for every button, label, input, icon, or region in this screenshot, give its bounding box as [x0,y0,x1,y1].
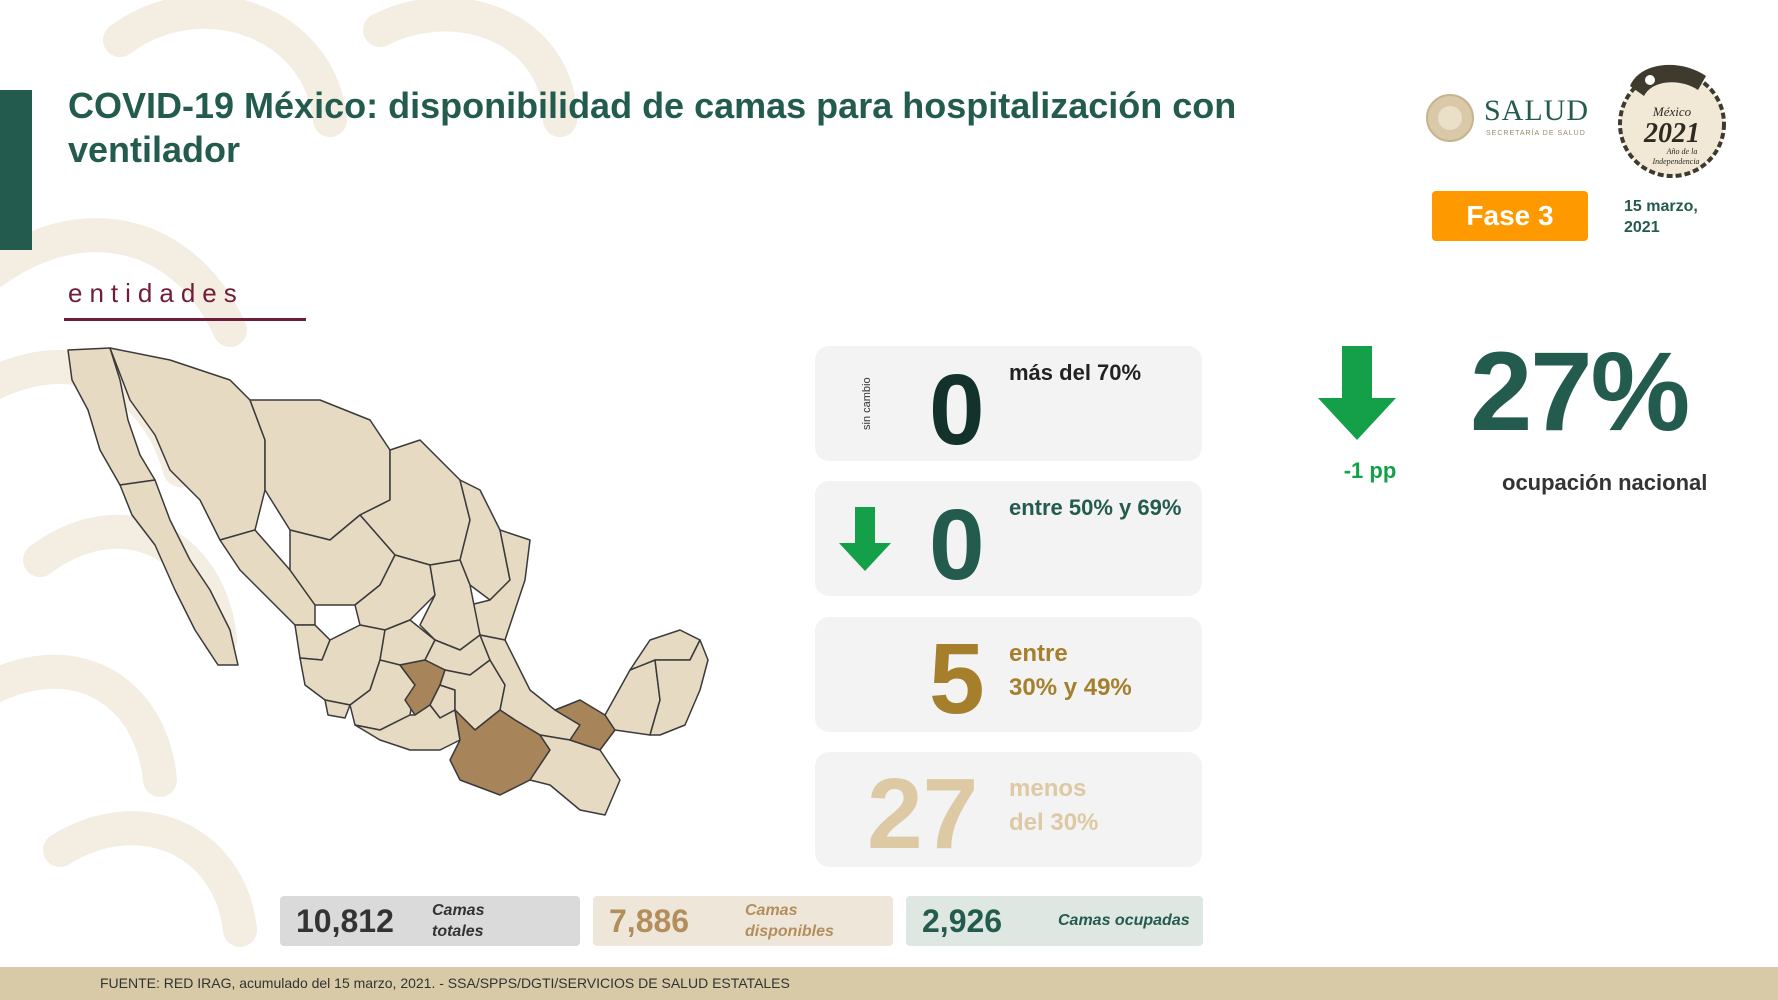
mexico-2021-logo: México 2021 Año de la Independencia [1618,64,1726,178]
report-date: 15 marzo, 2021 [1624,196,1714,238]
beds-total-label-line1: Camas [432,902,485,919]
category-count: 0 [929,489,985,601]
svg-text:Año de la: Año de la [1666,147,1698,156]
footer-bar: FUENTE: RED IRAG, acumulado del 15 marzo… [0,967,1778,1000]
mexico-states-map [67,347,709,816]
beds-available-label-line1: Camas [745,902,798,919]
category-label: entre 50% y 69% [1009,495,1182,520]
phase-badge: Fase 3 [1432,191,1588,241]
state-tabasco-highlight [554,699,616,751]
category-count: 0 [929,354,985,466]
svg-text:2021: 2021 [1643,118,1700,149]
national-change: -1 pp [1343,458,1397,483]
category-label-line2: 30% y 49% [1009,674,1132,701]
svg-text:México: México [1652,104,1692,119]
category-label-line1: entre [1009,640,1068,667]
title-accent-bar [0,90,32,250]
salud-logo: SALUD SECRETARÍA DE SALUD [1424,90,1600,150]
national-occupancy-percent: 27% [1470,329,1690,454]
state-colima [324,699,351,719]
trend-unchanged-label: sin cambio [861,377,873,430]
category-label-line2: del 30% [1009,809,1099,836]
footer-source: FUENTE: RED IRAG, acumulado del 15 marzo… [100,975,790,991]
beds-occupied-label: Camas ocupadas [1058,912,1190,929]
national-down-arrow-icon [1318,346,1396,440]
category-card-under-30: 27 menos del 30% [815,752,1202,867]
beds-available-label-line2: disponibles [745,923,834,940]
category-label: más del 70% [1009,360,1142,385]
beds-total-box: 10,812 Camas totales [280,896,580,946]
report-date-line2: 2021 [1624,219,1660,236]
category-card-50-69: 0 entre 50% y 69% [815,481,1202,596]
beds-total-label-line2: totales [432,923,484,940]
salud-logo-subtext: SECRETARÍA DE SALUD [1486,130,1586,137]
category-count: 27 [867,758,979,870]
beds-occupied-value: 2,926 [922,903,1003,939]
salud-logo-text: SALUD [1484,94,1590,127]
subtitle-underline [64,318,306,321]
beds-available-value: 7,886 [609,903,690,939]
state-quintana-roo [649,639,709,736]
beds-available-box: 7,886 Camas disponibles [593,896,893,946]
category-count: 5 [929,623,985,735]
category-card-over-70: sin cambio 0 más del 70% [815,346,1202,461]
beds-occupied-box: 2,926 Camas ocupadas [906,896,1203,946]
svg-text:Independencia: Independencia [1651,157,1699,166]
beds-total-value: 10,812 [296,903,394,939]
arrow-down-icon [839,507,891,571]
mexico-seal-icon [1426,94,1474,142]
category-label-line1: menos [1009,775,1087,802]
national-occupancy-label: ocupación nacional [1502,470,1708,495]
state-baja-california-sur [119,479,239,666]
state-campeche [604,659,661,736]
report-date-line1: 15 marzo, [1624,198,1698,215]
category-card-30-49: 5 entre 30% y 49% [815,617,1202,732]
page-title: COVID-19 México: disponibilidad de camas… [68,85,1237,170]
section-subtitle: entidades [68,278,244,308]
state-guerrero [354,704,461,751]
